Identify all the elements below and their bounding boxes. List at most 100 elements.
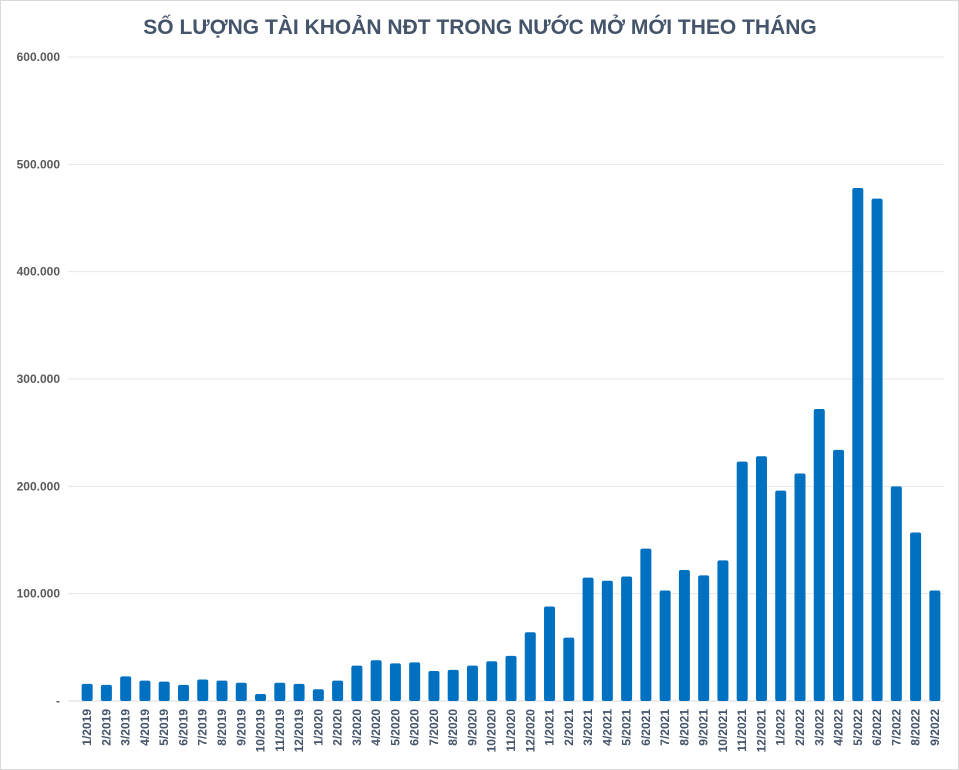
x-tick-label: 1/2022 [774,709,788,746]
x-tick-label: 4/2022 [832,709,846,746]
bar-4-2021 [601,580,613,701]
x-tick-label: 12/2020 [523,709,537,753]
x-tick-label: 9/2021 [697,709,711,746]
bar-12-2019 [293,683,305,701]
y-tick-label: 500.000 [17,157,61,171]
bar-2-2022 [794,473,806,701]
x-tick-label: 2/2019 [99,709,113,746]
bar-8-2021 [678,570,690,701]
bar-7-2021 [659,590,671,701]
x-tick-label: 11/2021 [735,709,749,752]
x-tick-label: 3/2021 [581,709,595,746]
bar-5-2022 [852,187,864,702]
bar-1-2022 [775,490,787,701]
bar-2-2019 [100,684,112,701]
bar-7-2020 [428,670,440,701]
bar-12-2021 [755,456,767,701]
bar-7-2022 [890,486,902,701]
y-axis-ticks: - 100.000 200.000 300.000 400.000 500.000 600.… [17,50,61,708]
bar-10-2021 [717,560,729,701]
y-tick-label: 400.000 [17,265,61,279]
x-tick-label: 9/2020 [465,709,479,746]
x-tick-label: 2/2020 [331,709,345,746]
bar-11-2019 [274,682,286,701]
bar-8-2020 [447,669,459,701]
x-tick-label: 6/2019 [176,709,190,746]
x-tick-label: 2/2022 [793,709,807,746]
gridlines [68,56,944,702]
x-tick-label: 1/2019 [80,709,94,746]
bar-2-2021 [563,637,575,701]
x-tick-label: 7/2021 [658,709,672,746]
bar-4-2020 [370,660,382,701]
x-tick-label: 9/2022 [928,709,942,746]
y-tick-label: 300.000 [17,372,61,386]
x-tick-label: 7/2019 [196,709,210,746]
x-tick-label: 7/2020 [427,709,441,746]
x-tick-label: 3/2022 [812,709,826,746]
x-tick-label: 8/2020 [446,709,460,746]
x-tick-label: 2/2021 [562,709,576,746]
y-tick-label: 200.000 [17,479,61,493]
x-tick-label: 4/2019 [138,709,152,746]
x-tick-label: 5/2021 [620,709,634,746]
x-tick-label: 11/2019 [273,709,287,752]
x-tick-label: 8/2021 [677,709,691,746]
bar-9-2020 [466,665,478,701]
bar-5-2019 [158,681,170,701]
x-tick-label: 10/2019 [254,709,268,753]
bar-9-2019 [235,682,247,701]
bar-1-2020 [312,689,324,701]
bar-4-2019 [139,680,151,701]
x-tick-label: 4/2021 [600,709,614,746]
x-tick-label: 5/2019 [157,709,171,746]
x-tick-label: 5/2022 [851,709,865,746]
bar-10-2020 [486,661,498,701]
x-tick-label: 8/2019 [215,709,229,746]
bar-3-2022 [813,409,825,701]
x-axis-ticks: 1/2019 2/2019 3/2019 4/2019 5/2019 6/2019 7/20… [80,709,942,753]
x-tick-label: 11/2020 [504,709,518,752]
y-tick-label: - [56,694,60,708]
x-tick-label: 5/2020 [388,709,402,746]
y-tick-label: 600.000 [17,50,61,64]
x-tick-label: 6/2020 [408,709,422,746]
bar-3-2021 [582,577,594,701]
x-tick-label: 3/2019 [119,709,133,746]
x-tick-label: 4/2020 [369,709,383,746]
bar-6-2020 [409,662,421,701]
bar-3-2020 [351,665,363,701]
bar-5-2021 [621,576,633,701]
x-tick-label: 10/2021 [716,709,730,753]
bar-11-2020 [505,655,517,701]
x-tick-label: 12/2021 [754,709,768,753]
bar-6-2022 [871,198,883,701]
x-tick-label: 6/2021 [639,709,653,746]
y-tick-label: 100.000 [17,587,61,601]
bar-6-2021 [640,548,652,701]
x-tick-label: 12/2019 [292,709,306,753]
x-tick-label: 10/2020 [485,709,499,753]
x-tick-label: 6/2022 [870,709,884,746]
x-tick-label: 9/2019 [234,709,248,746]
x-tick-label: 1/2020 [311,709,325,746]
bar-9-2022 [929,590,941,701]
x-tick-label: 7/2022 [889,709,903,746]
bar-12-2020 [524,632,536,701]
bars [81,187,941,702]
chart-title: SỐ LƯỢNG TÀI KHOẢN NĐT TRONG NƯỚC MỞ MỚI… [143,15,816,39]
x-tick-label: 3/2020 [350,709,364,746]
bar-7-2019 [197,679,209,701]
bar-6-2019 [177,684,189,701]
bar-1-2019 [81,683,93,701]
bar-8-2019 [216,680,228,701]
x-tick-label: 1/2021 [543,709,557,746]
bar-3-2019 [120,676,132,701]
x-tick-label: 8/2022 [909,709,923,746]
bar-2-2020 [332,680,344,701]
bar-9-2021 [698,575,710,701]
bar-8-2022 [910,532,922,701]
bar-5-2020 [389,663,401,701]
bar-4-2022 [833,449,845,701]
